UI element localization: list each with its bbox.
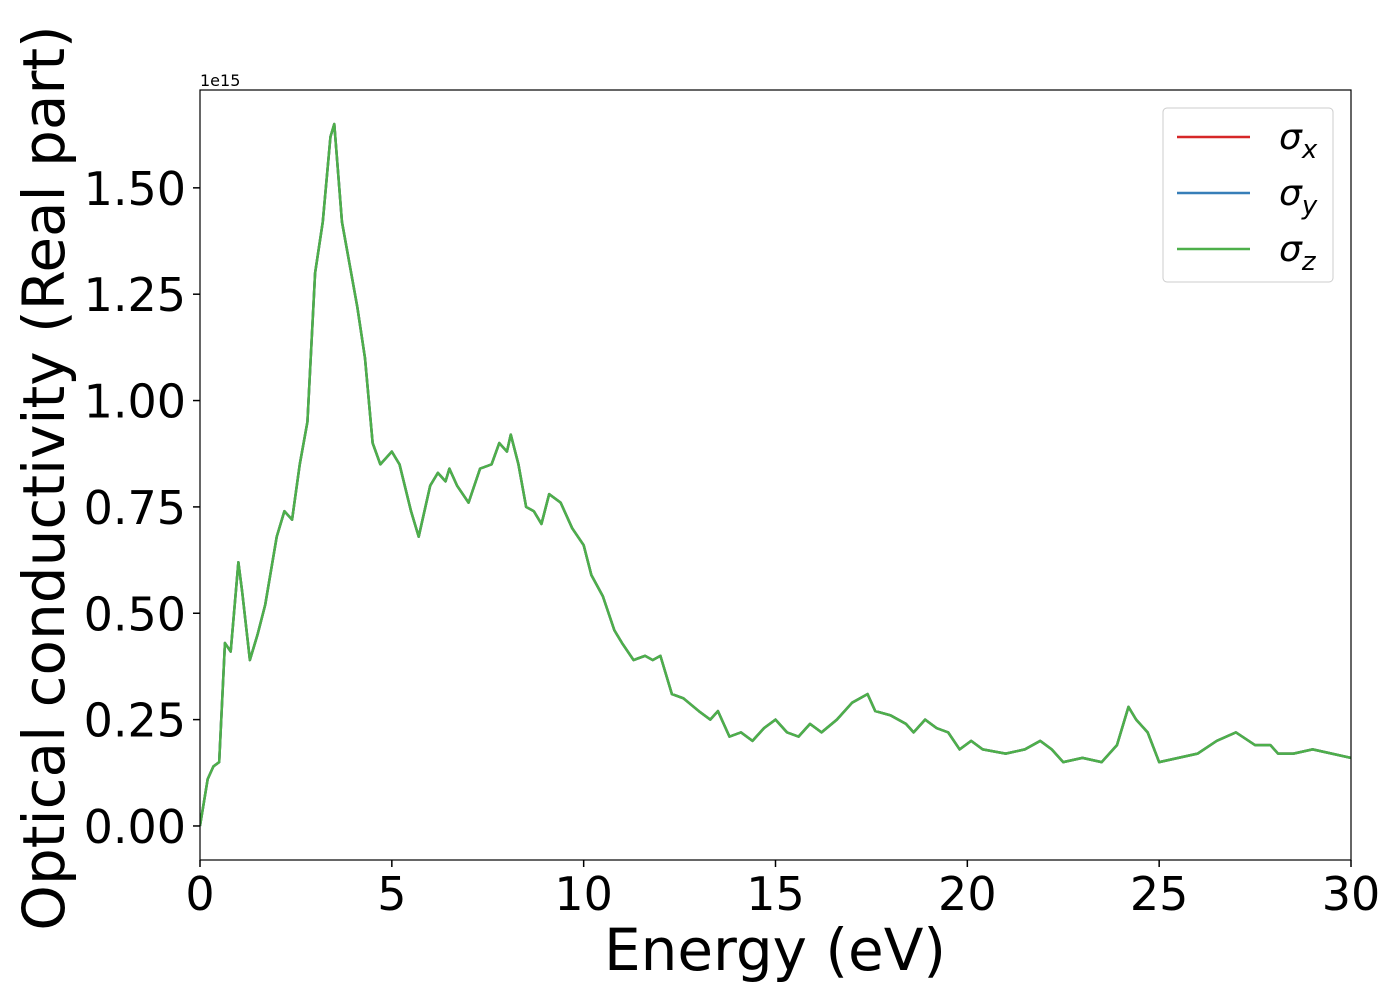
x-tick-label: 25	[1130, 867, 1189, 921]
series-line	[200, 122, 1351, 827]
legend-label: σx	[1279, 117, 1318, 165]
y-tick-label: 0.00	[84, 800, 186, 854]
y-tick-label: 1.50	[84, 162, 186, 216]
x-tick-label: 5	[377, 867, 406, 921]
x-tick-label: 20	[938, 867, 997, 921]
y-tick-label: 1.00	[84, 375, 186, 429]
legend-label: σy	[1279, 173, 1318, 221]
x-tick-label: 30	[1322, 867, 1381, 921]
y-tick-label: 0.75	[84, 481, 186, 535]
y-tick-label: 0.50	[84, 587, 186, 641]
x-axis-label: Energy (eV)	[604, 916, 946, 984]
x-tick-label: 0	[185, 867, 214, 921]
y-tick-label: 0.25	[84, 694, 186, 748]
x-tick-label: 10	[554, 867, 613, 921]
plot-frame	[199, 89, 1352, 861]
y-tick-label: 1.25	[84, 268, 186, 322]
legend-label: σz	[1279, 229, 1317, 277]
legend-box	[1162, 107, 1334, 283]
x-tick-label: 15	[746, 867, 805, 921]
offset-text: 1e15	[200, 71, 240, 90]
y-axis-label: Optical conductivity (Real part)	[10, 25, 78, 930]
